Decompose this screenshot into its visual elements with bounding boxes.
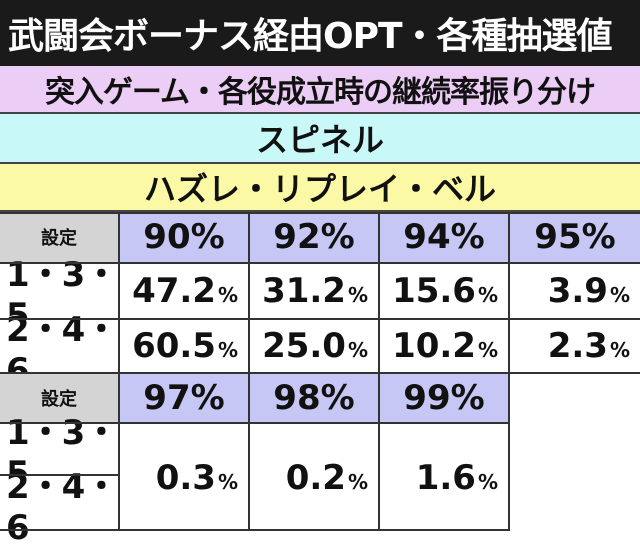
divider [378, 212, 380, 531]
rate-header-97: 97% [120, 374, 248, 422]
rate-header-94: 94% [380, 212, 508, 262]
table-cell: 1.6% [380, 424, 508, 531]
table-cell: 10.2% [380, 320, 508, 372]
rate-header-95: 95% [510, 212, 640, 262]
table-cell: 15.6% [380, 264, 508, 318]
divider [248, 212, 250, 531]
table-cell: 31.2% [250, 264, 378, 318]
table-cell: 47.2% [120, 264, 248, 318]
rate-header-92: 92% [250, 212, 378, 262]
divider [118, 212, 120, 531]
table-cell: 0.2% [250, 424, 378, 531]
rate-header-98: 98% [250, 374, 378, 422]
subtitle: 突入ゲーム・各役成立時の継続率振り分け [0, 66, 640, 114]
divider [0, 212, 640, 214]
page-title: 武闘会ボーナス経由OPT・各種抽選値 [0, 0, 640, 66]
table-cell: 60.5% [120, 320, 248, 372]
table-cell: 2.3% [510, 320, 640, 372]
divider [0, 422, 510, 424]
table-cell: 3.9% [510, 264, 640, 318]
rate-header-90: 90% [120, 212, 248, 262]
table-cell: 0.3% [120, 424, 248, 531]
divider [0, 529, 510, 531]
divider [0, 262, 640, 264]
divider [0, 318, 640, 320]
row-label-246: 2・4・6 [0, 467, 118, 548]
setting-header: 設定 [0, 374, 118, 422]
divider [0, 474, 120, 476]
divider [0, 372, 640, 374]
section-heading: スピネル [0, 114, 640, 164]
setting-header: 設定 [0, 212, 118, 262]
table-cell: 25.0% [250, 320, 378, 372]
rate-header-99: 99% [380, 374, 508, 422]
role-heading: ハズレ・リプレイ・ベル [0, 164, 640, 212]
row-label-246: 2・4・6 [0, 310, 118, 391]
divider [508, 212, 510, 531]
